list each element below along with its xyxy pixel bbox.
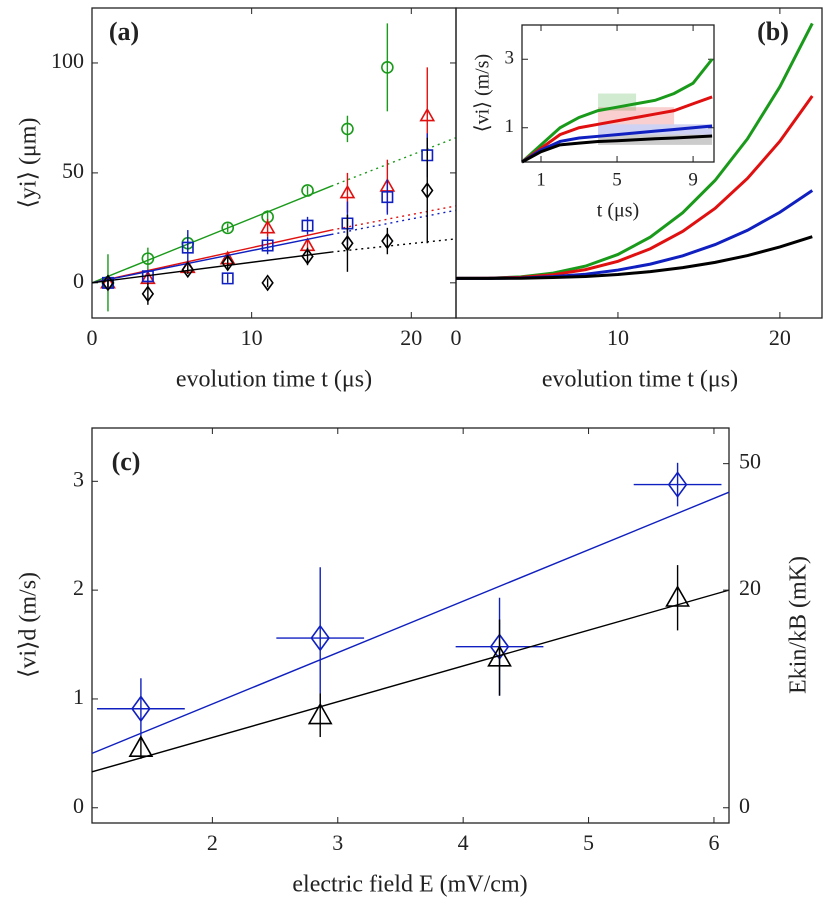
marker [261,239,274,252]
x-tick-label: 5 [583,830,594,855]
marker [341,234,354,252]
marker [141,252,155,265]
x-tick-label: 0 [87,325,98,350]
axis-label: evolution time t (μs) [176,367,372,393]
marker [381,232,394,250]
curve [521,134,713,164]
y2-tick-label: 50 [739,449,761,474]
x-tick-label: 5 [612,169,622,190]
y-tick-label: 3 [73,466,84,491]
x-tick-label: 20 [769,325,791,350]
x-tick-label: 0 [451,325,462,350]
y-tick-label: 1 [73,684,84,709]
y-tick-label: 3 [505,48,515,69]
fit-line [91,251,332,284]
fit-line [91,185,332,284]
marker [101,274,115,292]
marker [381,191,394,204]
marker [310,624,331,652]
marker [221,272,234,285]
fit-line [91,229,332,284]
marker [128,735,154,757]
fit-line [331,137,457,187]
curve [521,95,713,164]
band [598,124,713,135]
panel-label: (a) [109,17,139,46]
x-tick-label: 4 [458,830,469,855]
y-tick-label: 100 [51,48,84,73]
axis-label: ⟨yi⟩ (μm) [16,118,42,209]
marker [261,274,274,292]
marker [221,221,235,235]
marker [421,181,434,199]
marker [667,471,688,499]
x-tick-label: 10 [241,325,263,350]
marker [181,241,194,254]
plot-frame [521,24,715,163]
marker [665,585,690,607]
marker [421,149,434,162]
x-tick-label: 3 [332,830,343,855]
fit-line [91,491,730,755]
curve [521,124,713,164]
marker [487,644,512,667]
plot-frame [91,427,730,824]
x-tick-label: 10 [607,325,629,350]
marker [339,184,356,199]
axis-label: Ekin/kB (mK) [786,556,812,694]
marker [341,217,354,230]
marker [381,61,394,74]
axis-label: ⟨vi⟩d (m/s) [16,572,42,678]
panel-label: (b) [757,17,789,46]
y-tick-label: 2 [73,575,84,600]
x-tick-label: 1 [536,169,546,190]
marker [141,270,154,283]
y-tick-label: 1 [505,116,515,137]
curve [520,58,714,164]
y-tick-label: 0 [73,268,84,293]
marker [301,219,314,232]
marker [419,107,436,122]
marker [259,219,276,234]
axis-label: t (μs) [597,200,639,222]
y-tick-label: 0 [73,793,84,818]
y2-tick-label: 0 [739,793,750,818]
axis-label: ⟨vi⟩ (m/s) [472,54,494,132]
x-tick-label: 6 [708,830,719,855]
x-tick-label: 20 [400,325,422,350]
marker [301,184,314,197]
fit-line [91,589,730,773]
marker [341,122,354,136]
y2-tick-label: 20 [739,575,761,600]
x-tick-label: 9 [688,169,698,190]
marker [301,247,314,265]
marker [307,702,333,725]
marker [131,695,151,723]
axis-label: evolution time t (μs) [542,367,738,393]
marker [221,254,234,272]
y-tick-label: 50 [62,158,84,183]
plot-frame [455,7,823,319]
x-tick-label: 2 [207,830,218,855]
marker [181,261,194,279]
fit-line [91,233,332,284]
fit-line [331,209,457,236]
curve [456,235,813,280]
marker [141,285,155,303]
panel-label: (c) [112,447,141,476]
axis-label: electric field E (mV/cm) [292,872,527,898]
